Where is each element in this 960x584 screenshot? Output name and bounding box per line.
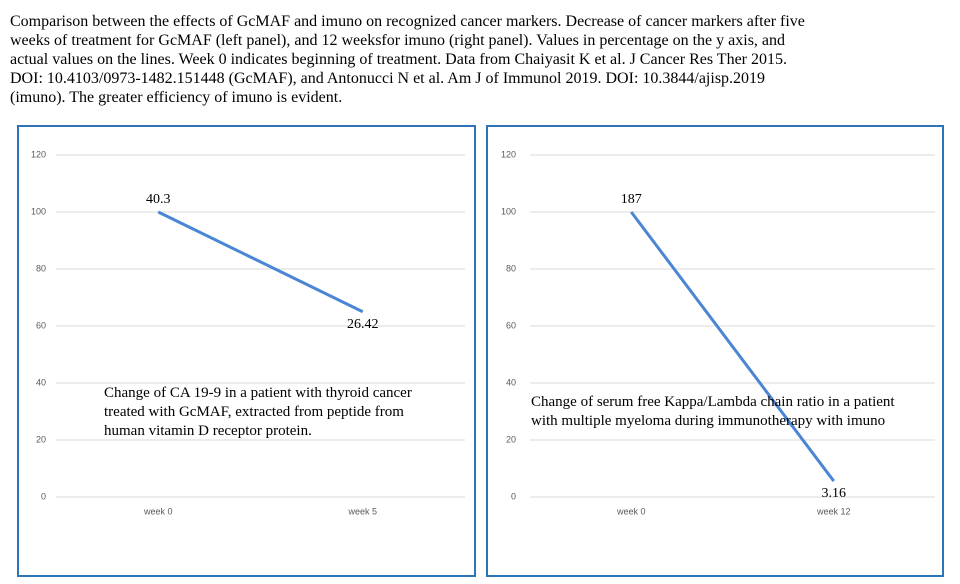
point-label: 3.16 — [822, 486, 847, 501]
point-label: 26.42 — [347, 317, 379, 332]
y-tick-label: 0 — [511, 491, 516, 501]
annotation-line: with multiple myeloma during immunothera… — [531, 413, 885, 429]
y-tick-label: 20 — [506, 434, 516, 444]
x-tick-label: week 0 — [143, 506, 173, 516]
data-line — [630, 211, 835, 482]
annotation-line: treated with GcMAF, extracted from pepti… — [104, 404, 404, 420]
point-label: 40.3 — [146, 192, 171, 207]
y-tick-label: 80 — [506, 263, 516, 273]
caption-line: weeks of treatment for GcMAF (left panel… — [10, 32, 785, 49]
x-tick-label: week 12 — [816, 506, 851, 516]
x-tick-label: week 0 — [616, 506, 646, 516]
y-tick-label: 60 — [506, 320, 516, 330]
annotation-line: Change of serum free Kappa/Lambda chain … — [531, 394, 895, 410]
y-tick-label: 60 — [36, 320, 46, 330]
y-tick-label: 120 — [31, 149, 46, 159]
y-tick-label: 100 — [31, 206, 46, 216]
y-tick-label: 0 — [41, 491, 46, 501]
y-tick-label: 40 — [36, 377, 46, 387]
annotation-line: Change of CA 19-9 in a patient with thyr… — [104, 385, 412, 401]
point-label: 187 — [621, 192, 642, 207]
y-tick-label: 40 — [506, 377, 516, 387]
y-tick-label: 100 — [501, 206, 516, 216]
panel-frame — [17, 125, 476, 577]
y-tick-label: 20 — [36, 434, 46, 444]
caption-line: actual values on the lines. Week 0 indic… — [10, 51, 787, 68]
x-tick-label: week 5 — [347, 506, 377, 516]
annotation-line: human vitamin D receptor protein. — [104, 423, 312, 439]
caption-line: DOI: 10.4103/0973-1482.151448 (GcMAF), a… — [10, 70, 765, 87]
caption-line: Comparison between the effects of GcMAF … — [10, 13, 805, 30]
data-line — [157, 210, 364, 314]
y-tick-label: 80 — [36, 263, 46, 273]
y-tick-label: 120 — [501, 149, 516, 159]
caption-line: (imuno). The greater efficiency of imuno… — [10, 89, 342, 106]
panel-frame — [486, 125, 944, 577]
